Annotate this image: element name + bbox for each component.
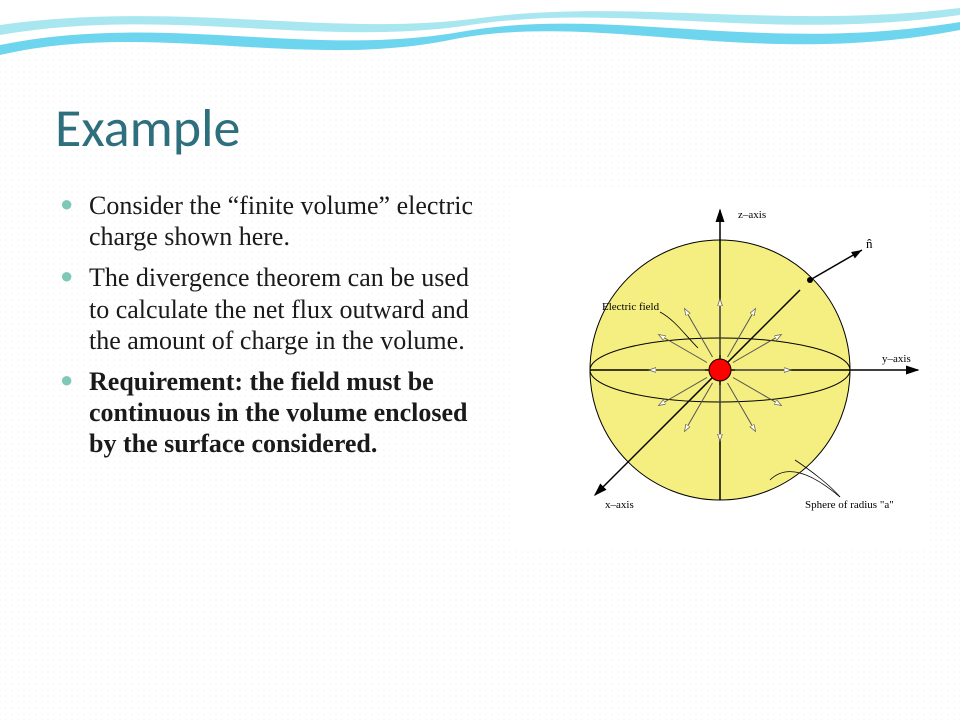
bullet-item: The divergence theorem can be used to ca… bbox=[55, 262, 495, 356]
x-axis-label: x–axis bbox=[605, 499, 634, 511]
slide: Example Consider the “finite volume” ele… bbox=[0, 0, 960, 720]
bullet-item: Requirement: the field must be continuou… bbox=[55, 366, 495, 460]
slide-title: Example bbox=[55, 95, 240, 161]
electric-field-label: Electric field bbox=[602, 301, 660, 313]
sphere-diagram: z–axis y–axis x–axis n̂ Electric field S… bbox=[510, 190, 930, 550]
bullet-list: Consider the “finite volume” electric ch… bbox=[55, 190, 495, 460]
wave-banner bbox=[0, 0, 960, 90]
normal-label: n̂ bbox=[866, 236, 873, 251]
bullet-item: Consider the “finite volume” electric ch… bbox=[55, 190, 495, 252]
normal-vector bbox=[810, 250, 862, 280]
bullet-content: Consider the “finite volume” electric ch… bbox=[55, 190, 495, 470]
bullet-text: Consider the “finite volume” electric ch… bbox=[89, 191, 473, 251]
center-charge bbox=[709, 359, 731, 381]
bullet-text: Requirement: the field must be continuou… bbox=[89, 367, 468, 458]
sphere-caption: Sphere of radius "a" bbox=[805, 499, 894, 511]
y-axis-label: y–axis bbox=[882, 353, 911, 365]
z-axis-label: z–axis bbox=[738, 209, 766, 221]
bullet-text: The divergence theorem can be used to ca… bbox=[89, 263, 469, 354]
